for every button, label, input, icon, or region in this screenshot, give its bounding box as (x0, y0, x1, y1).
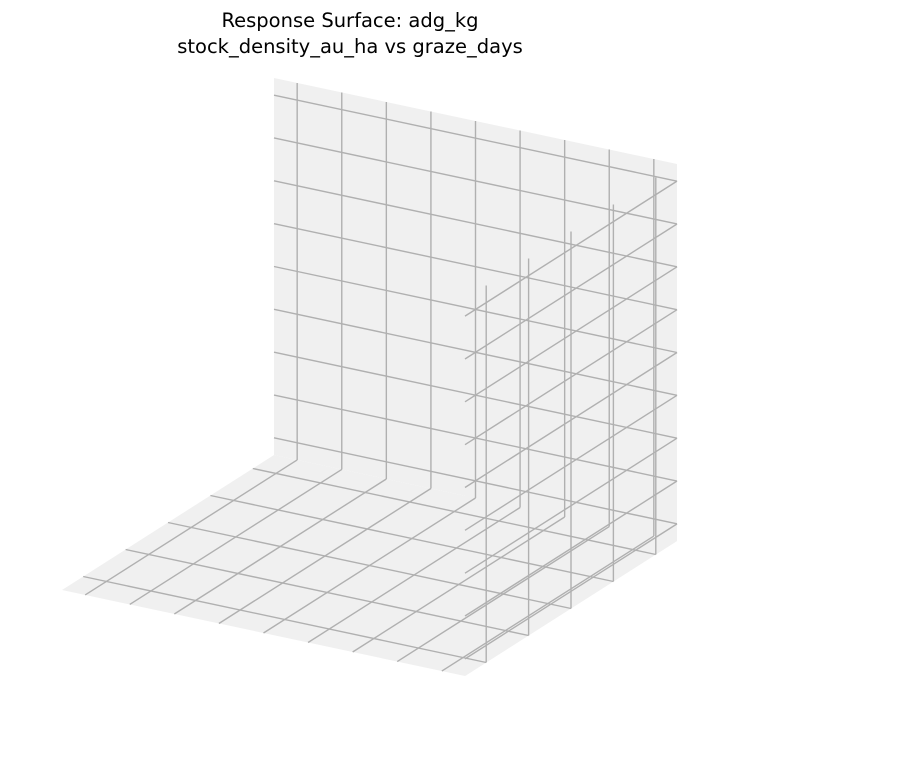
gridline (252, 467, 656, 556)
gridline (210, 494, 614, 583)
gridline (125, 548, 529, 637)
gridline (464, 523, 678, 660)
gridline (464, 394, 678, 531)
pane-gridlines (83, 82, 678, 672)
axes-panes (62, 78, 677, 676)
gridline (167, 521, 572, 610)
gridline (273, 222, 678, 311)
gridline (83, 575, 487, 664)
gridline (464, 309, 678, 446)
gridline (273, 94, 678, 182)
chart-title: Response Surface: adg_kg stock_density_a… (177, 9, 523, 58)
gridline (464, 266, 678, 403)
gridline (464, 437, 678, 574)
gridline (464, 180, 678, 317)
gridline (273, 180, 678, 268)
gridline (464, 351, 678, 489)
gridline (464, 223, 678, 360)
gridline (273, 137, 678, 225)
